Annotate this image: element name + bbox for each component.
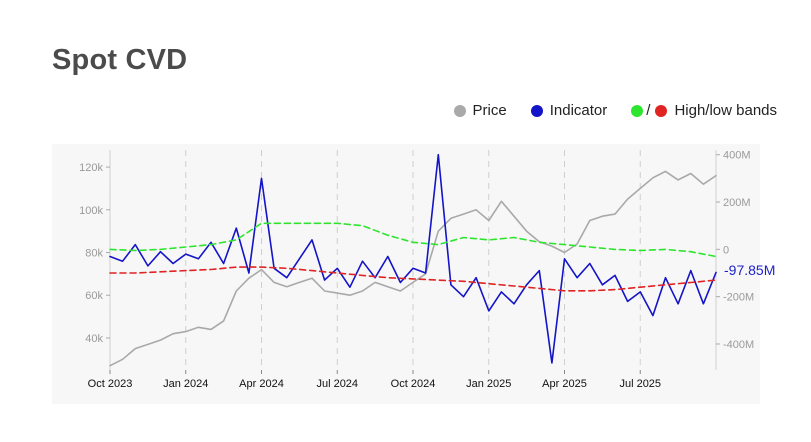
price-swatch-icon (453, 104, 466, 117)
x-tick-label: Jan 2025 (466, 378, 511, 390)
indicator-line (109, 153, 717, 364)
y-right-tick-label: -400M (723, 339, 754, 351)
y-left-tick-label: 80k (85, 248, 103, 260)
x-tick-label: Apr 2025 (542, 378, 587, 390)
low-band-line (109, 266, 717, 292)
high-band-swatch-icon (631, 104, 644, 117)
page-title: Spot CVD (52, 44, 188, 76)
legend-item-indicator[interactable]: Indicator (530, 102, 608, 119)
high-band-line (109, 222, 717, 258)
indicator-last-value-label: -97.85M (724, 262, 776, 278)
legend-label-indicator: Indicator (549, 102, 608, 119)
y-right-tick-label: 0 (723, 244, 729, 256)
y-left-tick-label: 120k (79, 162, 103, 174)
indicator-swatch-icon (530, 104, 543, 117)
x-tick-label: Oct 2024 (391, 378, 436, 390)
y-right-tick-label: 400M (723, 150, 751, 162)
x-tick-label: Oct 2023 (88, 378, 133, 390)
price-line (109, 170, 717, 367)
low-band-swatch-icon (655, 104, 668, 117)
y-right-tick-label: 200M (723, 197, 751, 209)
legend-item-bands[interactable]: / High/low bands (631, 102, 777, 119)
y-left-tick-label: 60k (85, 290, 103, 302)
x-tick-label: Jul 2025 (619, 378, 661, 390)
legend-label-price: Price (472, 102, 507, 119)
legend-label-bands: High/low bands (674, 102, 777, 119)
x-tick-label: Jan 2024 (163, 378, 208, 390)
legend-band-separator: / (646, 102, 651, 119)
y-left-tick-label: 100k (79, 205, 103, 217)
y-left-tick-label: 40k (85, 333, 103, 345)
legend-item-price[interactable]: Price (453, 102, 507, 119)
y-right-tick-label: -200M (723, 292, 754, 304)
chart-svg: Oct 2023 Jan 2024 Apr 2024 Jul 2024 Oct 2024… (79, 150, 754, 390)
x-tick-label: Apr 2024 (239, 378, 284, 390)
x-tick-label: Jul 2024 (316, 378, 358, 390)
chart-legend: Price Indicator / High/low bands (430, 102, 777, 119)
chart-area: Oct 2023 Jan 2024 Apr 2024 Jul 2024 Oct 2024… (52, 144, 760, 404)
